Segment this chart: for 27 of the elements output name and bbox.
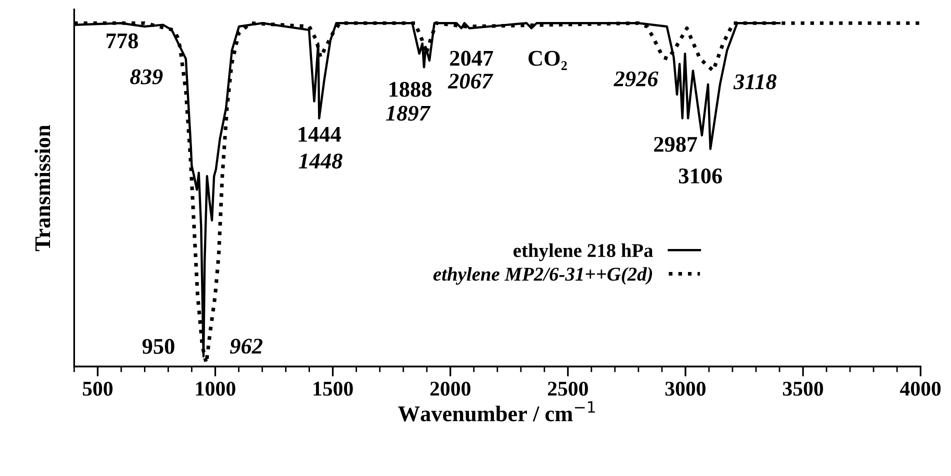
annotation: 1897: [386, 106, 431, 121]
y-axis-title: Transmission: [34, 124, 50, 252]
x-tick-label: 1000: [196, 382, 236, 396]
annotation: 839: [130, 69, 163, 84]
annotation: 778: [106, 33, 138, 48]
x-tick-label: 2500: [548, 382, 588, 396]
annotation: 2067: [448, 74, 494, 89]
legend-label: ethylene 218 hPa: [514, 243, 653, 262]
annotation: 2047: [450, 50, 494, 66]
x-axis-title: Wavenumber / cm$^{−1}$: [398, 401, 595, 422]
annotation: 1888: [390, 82, 432, 97]
annotation: 962: [230, 338, 262, 354]
annotation: 1448: [298, 154, 342, 169]
annotation: CO₂: [528, 50, 567, 70]
annotation: 3118: [733, 74, 776, 90]
annotation: 950: [142, 338, 174, 354]
x-tick-label: 4000: [900, 382, 941, 396]
x-tick-label: 3500: [782, 382, 824, 396]
x-tick-label: 2000: [430, 382, 470, 396]
legend-label: ethylene MP2/6-31++G(2d): [433, 267, 652, 285]
annotation: 2987: [654, 136, 698, 152]
x-tick-label: 3000: [665, 382, 706, 396]
x-tick-label: 500: [82, 382, 113, 396]
x-tick-label: 1500: [314, 382, 353, 396]
annotation: 1444: [298, 126, 341, 142]
annotation: 2926: [614, 71, 658, 86]
annotation: 3106: [678, 168, 722, 184]
